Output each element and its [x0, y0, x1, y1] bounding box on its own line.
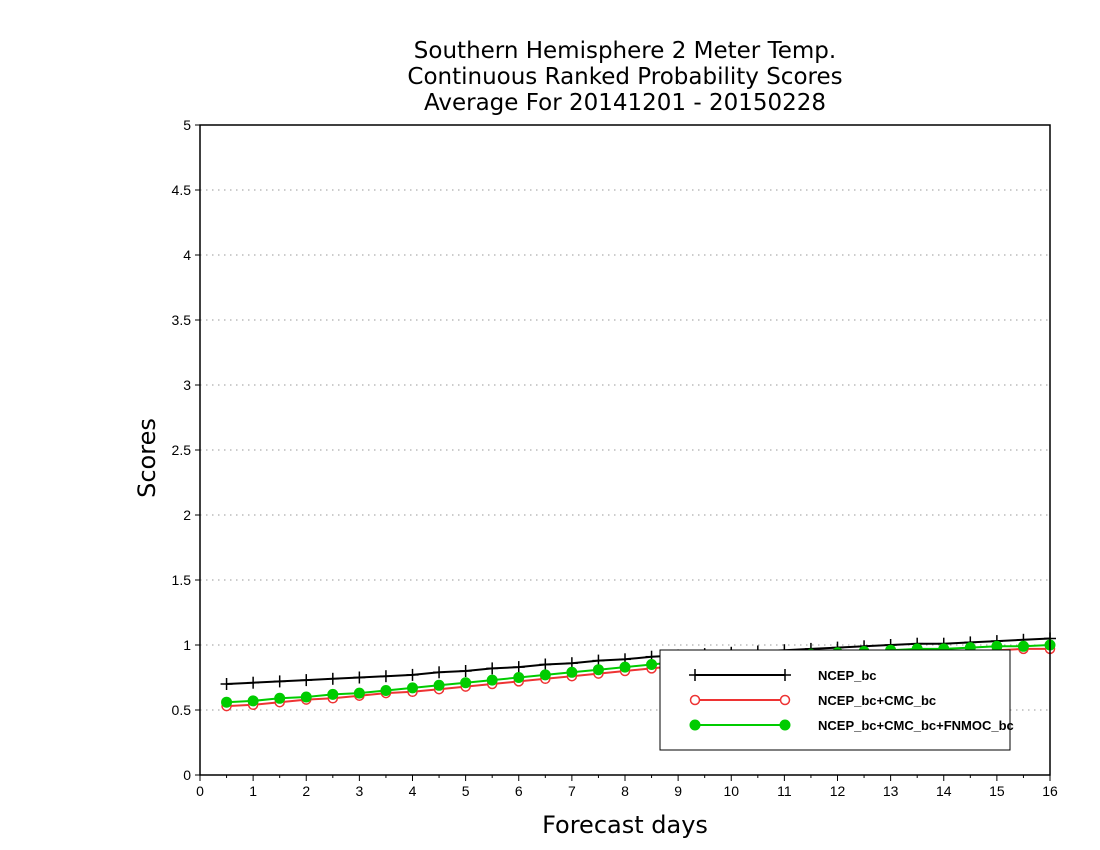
x-axis-ticks: 0 1 2 3 4 5 6 7 8 9 10 11 12 13 14 15 16	[196, 775, 1058, 799]
data-point	[274, 692, 286, 704]
legend-marker	[689, 719, 701, 731]
x-tick-label: 16	[1042, 783, 1058, 799]
x-tick-label: 12	[830, 783, 846, 799]
data-point	[486, 674, 498, 686]
y-tick-label: 0.5	[172, 702, 192, 718]
legend-marker	[779, 694, 791, 706]
x-tick-label: 2	[302, 783, 310, 799]
x-tick-label: 6	[515, 783, 523, 799]
legend-label: NCEP_bc+CMC_bc+FNMOC_bc	[818, 718, 1014, 733]
data-point	[433, 679, 445, 691]
data-point	[459, 665, 472, 677]
data-point	[619, 661, 631, 673]
y-tick-label: 5	[183, 117, 191, 133]
grid-lines	[200, 189, 1050, 711]
legend: NCEP_bc NCEP_bc+CMC_bc NCEP_bc+CMC_bc+FNMO…	[659, 649, 1014, 751]
x-tick-label: 10	[723, 783, 739, 799]
legend-marker	[689, 669, 701, 681]
y-tick-label: 4	[183, 247, 191, 263]
data-point	[379, 670, 392, 683]
data-point	[646, 659, 658, 670]
x-tick-label: 3	[355, 783, 363, 799]
data-point	[247, 695, 259, 707]
data-point	[353, 671, 366, 684]
y-tick-label: 1	[183, 637, 191, 653]
data-point	[380, 685, 392, 696]
legend-entry: NCEP_bc	[689, 668, 877, 683]
data-point	[592, 664, 604, 676]
y-tick-label: 4.5	[172, 182, 192, 198]
y-tick-label: 1.5	[172, 572, 192, 588]
x-tick-label: 15	[989, 783, 1005, 799]
legend-marker	[689, 694, 701, 706]
data-point	[566, 666, 578, 678]
data-point	[247, 676, 260, 689]
chart-title-line-2: Continuous Ranked Probability Scores	[407, 64, 842, 90]
legend-marker	[779, 719, 791, 731]
x-tick-label: 13	[883, 783, 899, 799]
y-tick-label: 3.5	[172, 312, 192, 328]
x-tick-label: 11	[777, 783, 792, 799]
data-point	[326, 672, 339, 685]
x-tick-label: 5	[462, 783, 470, 799]
data-point	[220, 678, 233, 690]
x-tick-label: 4	[409, 783, 417, 799]
y-tick-label: 2.5	[172, 442, 192, 458]
legend-label: NCEP_bc	[818, 668, 877, 683]
legend-marker	[779, 669, 791, 681]
data-point	[1017, 640, 1029, 652]
data-point	[460, 677, 472, 689]
y-tick-label: 3	[183, 377, 191, 393]
y-axis-label: Scores	[133, 418, 161, 498]
x-tick-label: 0	[196, 783, 204, 799]
x-tick-label: 8	[621, 783, 629, 799]
data-point	[406, 668, 419, 681]
x-tick-label: 9	[674, 783, 682, 799]
y-axis-ticks: 0 0.5 1 1.5 2 2.5 3 3.5 4 4.5 5	[172, 117, 200, 783]
data-point	[539, 658, 552, 671]
legend-label: NCEP_bc+CMC_bc	[818, 693, 936, 708]
chart-title-line-1: Southern Hemisphere 2 Meter Temp.	[414, 38, 836, 64]
data-point	[407, 682, 418, 694]
data-point	[300, 691, 312, 703]
x-tick-label: 14	[936, 783, 952, 799]
data-point	[221, 696, 233, 708]
legend-entry: NCEP_bc+CMC_bc+FNMOC_bc	[689, 718, 1014, 733]
x-tick-label: 1	[249, 783, 257, 799]
data-point	[433, 666, 446, 679]
data-point	[353, 687, 365, 699]
data-point	[539, 669, 551, 681]
y-tick-label: 0	[183, 767, 191, 783]
data-point	[300, 674, 313, 687]
legend-entry: NCEP_bc+CMC_bc	[689, 693, 936, 708]
data-point	[486, 662, 499, 675]
x-tick-label: 7	[568, 783, 576, 799]
chart-title-line-3: Average For 20141201 - 20150228	[424, 90, 826, 116]
data-point	[327, 688, 339, 700]
data-point	[273, 675, 286, 688]
data-point	[513, 672, 525, 683]
y-tick-label: 2	[183, 507, 191, 523]
data-point	[512, 661, 525, 674]
plot-frame	[199, 124, 1051, 776]
x-axis-label: Forecast days	[542, 811, 708, 839]
